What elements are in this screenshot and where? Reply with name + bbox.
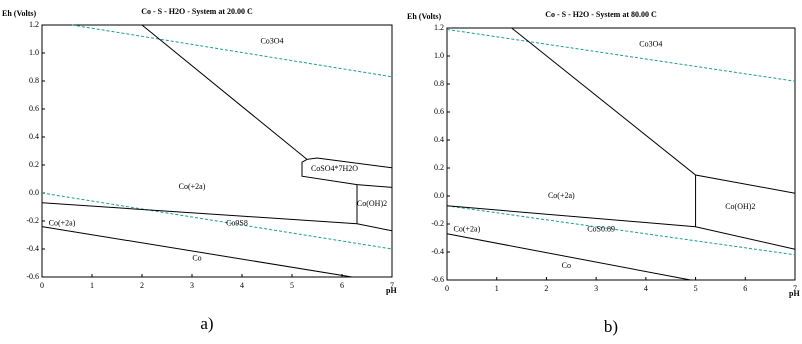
y-axis-label: Eh (Volts): [407, 12, 441, 21]
chart-title: Co - S - H2O - System at 20.00 C: [141, 7, 253, 16]
x-tick-label: 5: [290, 281, 294, 290]
x-tick-label: 0: [445, 284, 449, 293]
y-tick-label: -0.6: [26, 272, 39, 281]
x-tick-label: 3: [594, 284, 598, 293]
boundary-line: [446, 205, 796, 250]
region-label: Co(+2a): [454, 224, 481, 233]
y-tick-label: 1.0: [434, 51, 444, 60]
y-tick-label: -0.6: [431, 275, 444, 284]
boundary-line: [71, 24, 393, 78]
y-axis-label: Eh (Volts): [2, 9, 36, 18]
y-tick-label: 0.2: [434, 163, 444, 172]
boundary-line: [141, 24, 393, 169]
y-tick-label: 0.6: [29, 104, 39, 113]
x-tick-label: 6: [743, 284, 747, 293]
region-label: CoS0.89: [587, 224, 615, 233]
region-label: Co(+2a): [179, 182, 206, 191]
y-tick-label: 0.8: [29, 76, 39, 85]
region-label: Co(OH)2: [725, 202, 755, 211]
y-tick-label: 0.6: [434, 107, 444, 116]
y-tick-label: 0.0: [29, 188, 39, 197]
x-tick-label: 2: [140, 281, 144, 290]
x-tick-label: 1: [495, 284, 499, 293]
y-tick-label: 1.2: [434, 23, 444, 32]
y-tick-label: -0.4: [431, 247, 444, 256]
boundary-line: [41, 192, 393, 250]
chart-title: Co - S - H2O - System at 80.00 C: [545, 10, 657, 19]
chart-panel: Co - S - H2O - System at 80.00 C Eh (Volt…: [407, 10, 800, 336]
boundary-line: [301, 158, 393, 188]
region-label: Co(OH)2: [357, 199, 387, 208]
region-label: Co3O4: [639, 40, 662, 49]
region-label: Co3O4: [260, 37, 283, 46]
y-tick-label: 0.4: [434, 135, 444, 144]
y-tick-label: 0.4: [29, 132, 39, 141]
x-tick-label: 7: [793, 284, 797, 293]
y-tick-label: 1.2: [29, 20, 39, 29]
y-tick-label: 1.0: [29, 48, 39, 57]
x-tick-label: 0: [40, 281, 44, 290]
y-tick-label: 0.2: [29, 160, 39, 169]
boundary-line: [446, 28, 796, 82]
x-tick-label: 5: [694, 284, 698, 293]
region-label: Co9S8: [226, 219, 248, 228]
chart-panel: Co - S - H2O - System at 20.00 C Eh (Volt…: [2, 7, 397, 333]
x-tick-label: 7: [390, 281, 394, 290]
x-tick-label: 1: [90, 281, 94, 290]
region-label: CoSO4*7H2O: [311, 164, 358, 173]
boundary-line: [41, 226, 353, 278]
caption: a): [200, 314, 213, 333]
boundary-line: [446, 233, 691, 281]
y-tick-label: 0.0: [434, 191, 444, 200]
x-tick-label: 2: [544, 284, 548, 293]
region-label: Co: [562, 261, 571, 270]
x-tick-label: 3: [190, 281, 194, 290]
y-tick-label: 0.8: [434, 79, 444, 88]
caption: b): [604, 317, 618, 336]
x-tick-label: 6: [340, 281, 344, 290]
region-label: Co(+2a): [49, 219, 76, 228]
y-tick-label: -0.2: [26, 216, 39, 225]
x-tick-label: 4: [240, 281, 244, 290]
plot-frame: [446, 27, 796, 281]
boundary-line: [446, 205, 796, 256]
plot-frame: [41, 24, 393, 278]
y-tick-label: -0.2: [431, 219, 444, 228]
region-label: Co: [192, 254, 201, 263]
x-axis-label: pH: [386, 286, 397, 295]
x-tick-label: 4: [644, 284, 648, 293]
boundary-line: [511, 27, 796, 194]
region-label: Co(+2a): [548, 191, 575, 200]
y-tick-label: -0.4: [26, 244, 39, 253]
x-axis-label: pH: [789, 289, 800, 298]
boundary-line: [41, 202, 393, 232]
